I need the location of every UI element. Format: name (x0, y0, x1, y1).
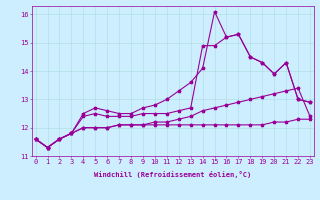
X-axis label: Windchill (Refroidissement éolien,°C): Windchill (Refroidissement éolien,°C) (94, 171, 252, 178)
